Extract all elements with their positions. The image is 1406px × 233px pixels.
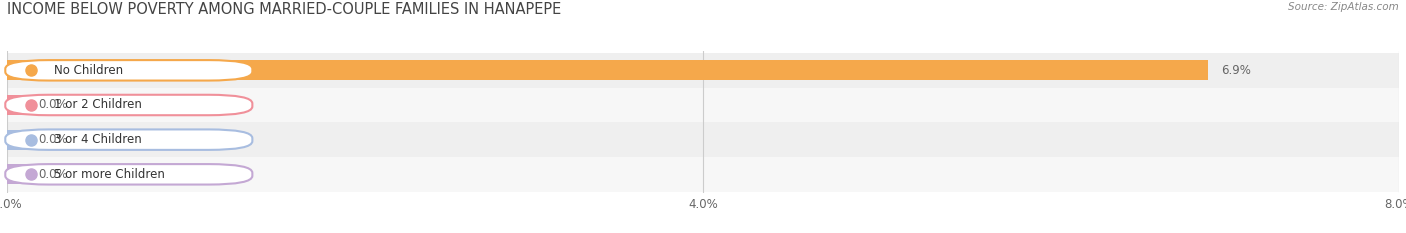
Text: 6.9%: 6.9% (1222, 64, 1251, 77)
Text: 5 or more Children: 5 or more Children (53, 168, 165, 181)
Text: 3 or 4 Children: 3 or 4 Children (53, 133, 142, 146)
Bar (7, 130, 34, 150)
Bar (7, 157, 1399, 192)
Bar (7, 88, 1399, 122)
FancyBboxPatch shape (6, 95, 252, 115)
Text: 0.0%: 0.0% (38, 133, 67, 146)
FancyBboxPatch shape (6, 164, 252, 185)
Bar (7, 122, 1399, 157)
Text: No Children: No Children (53, 64, 124, 77)
Bar (7, 95, 34, 115)
Bar (7, 53, 1399, 88)
Text: 0.0%: 0.0% (38, 99, 67, 112)
Bar (7, 164, 34, 184)
Text: 1 or 2 Children: 1 or 2 Children (53, 99, 142, 112)
Text: 0.0%: 0.0% (38, 168, 67, 181)
Text: Source: ZipAtlas.com: Source: ZipAtlas.com (1288, 2, 1399, 12)
Bar (7, 60, 1208, 80)
FancyBboxPatch shape (6, 60, 252, 81)
FancyBboxPatch shape (6, 129, 252, 150)
Text: INCOME BELOW POVERTY AMONG MARRIED-COUPLE FAMILIES IN HANAPEPE: INCOME BELOW POVERTY AMONG MARRIED-COUPL… (7, 2, 561, 17)
